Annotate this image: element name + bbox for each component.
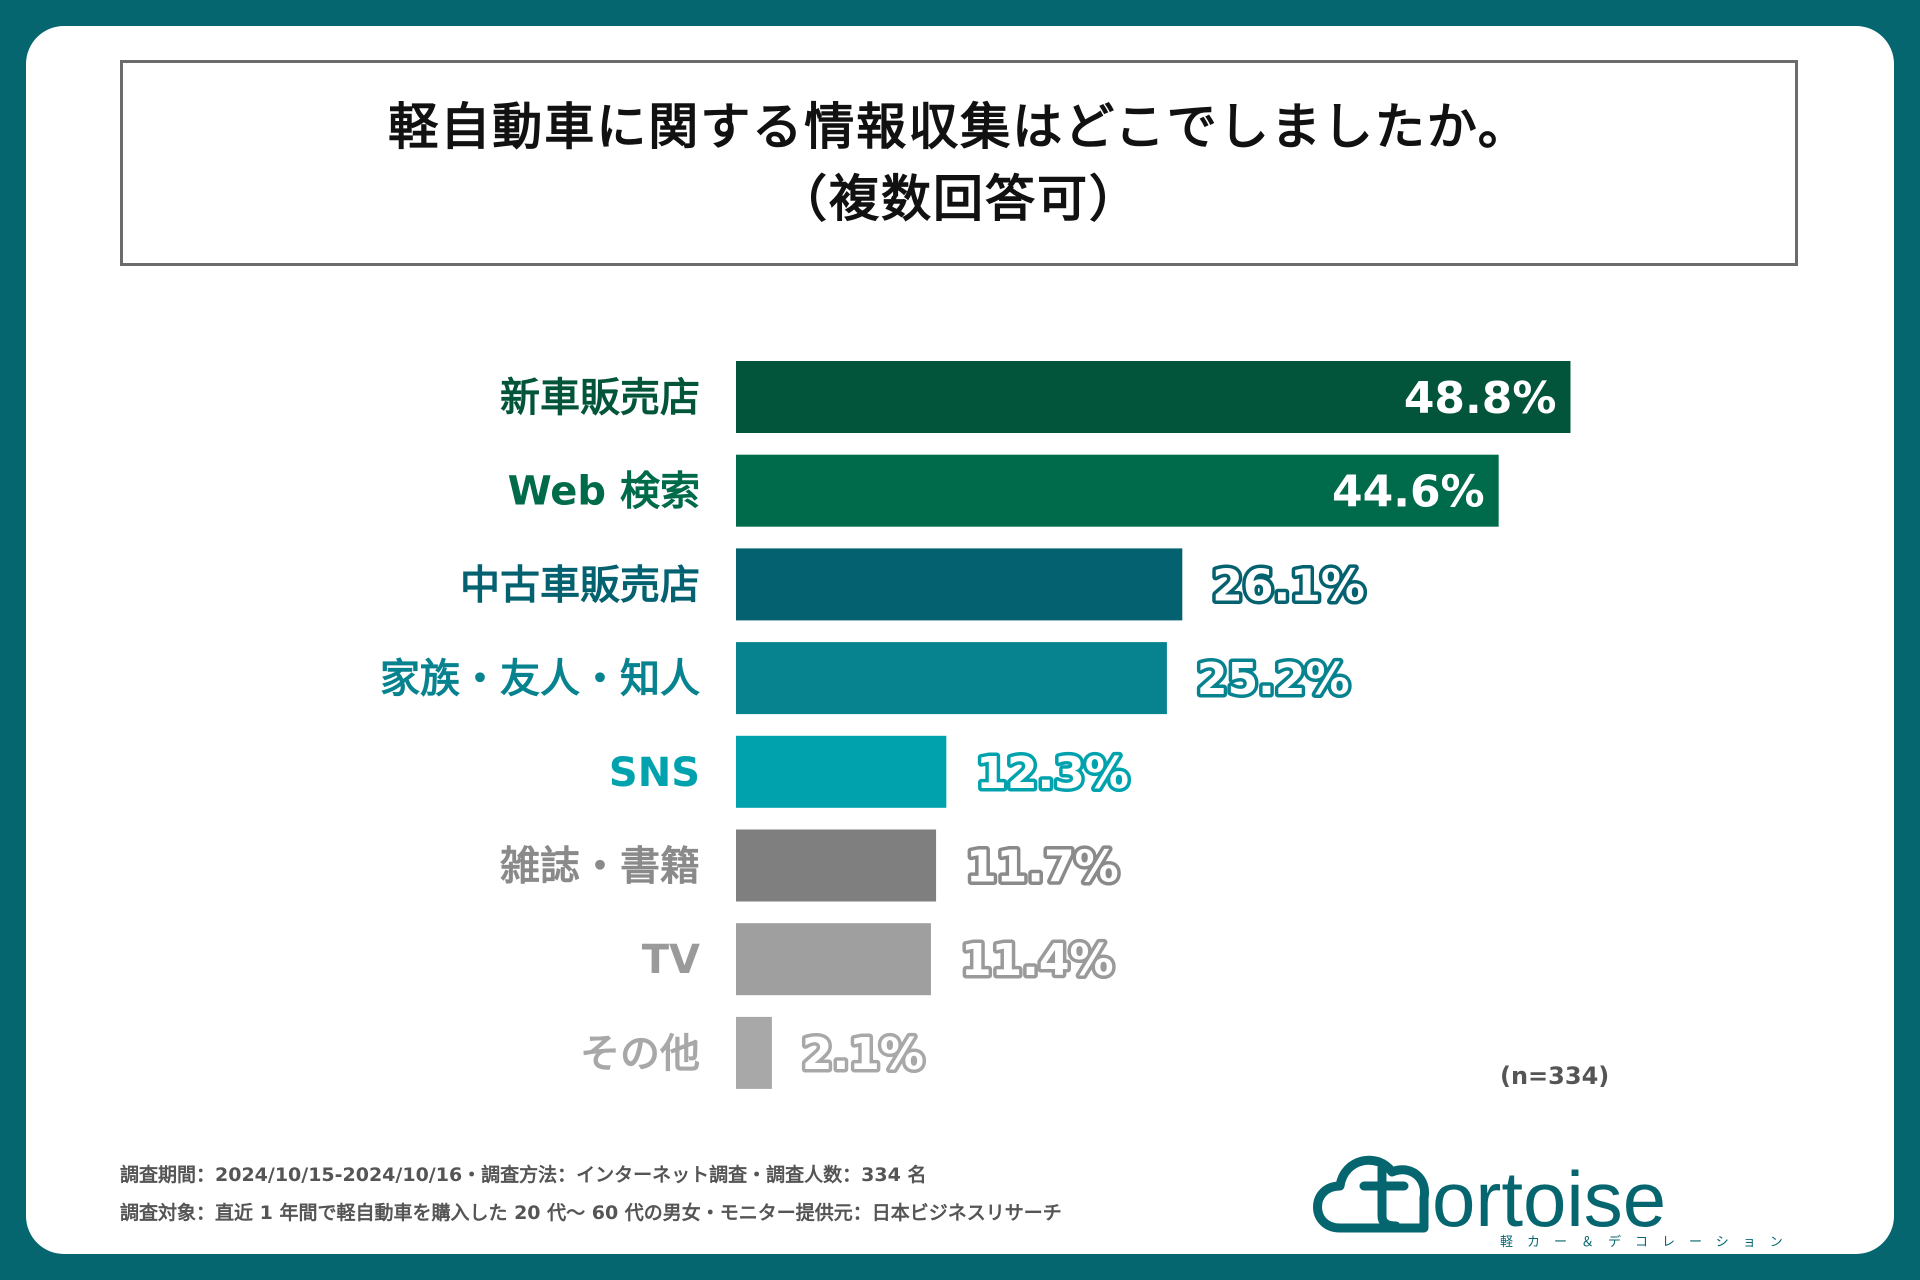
- value-label: 25.2%: [1197, 654, 1350, 705]
- value-label: 12.3%: [976, 748, 1129, 799]
- category-label: Web 検索: [508, 469, 700, 515]
- category-label: その他: [580, 1031, 700, 1077]
- footer-survey-target: 調査対象：直近 1 年間で軽自動車を購入した 20 代～ 60 代の男女・モニタ…: [120, 1202, 1062, 1224]
- value-label: 11.7%: [966, 842, 1119, 893]
- bar: [736, 923, 931, 996]
- bar: [736, 642, 1167, 715]
- logo-wordmark: ortoise: [1432, 1155, 1666, 1243]
- value-label: 11.4%: [961, 935, 1114, 986]
- chart-title: 軽自動車に関する情報収集はどこでしましたか。: [388, 98, 1530, 156]
- bar: [736, 735, 947, 808]
- bar: [736, 361, 1571, 433]
- category-label: 家族・友人・知人: [380, 656, 700, 702]
- value-label: 26.1%: [1212, 560, 1365, 611]
- category-label: 中古車販売店: [460, 562, 700, 608]
- category-label: SNS: [609, 750, 700, 796]
- bar: [736, 454, 1499, 527]
- category-label: 新車販売店: [500, 375, 700, 421]
- sample-size-note: (n=334): [1500, 1062, 1610, 1090]
- title-box: 軽自動車に関する情報収集はどこでしましたか。 （複数回答可）: [120, 60, 1798, 266]
- tortoise-logo: ortoise 軽カー＆デコレーション: [1313, 1155, 1797, 1248]
- category-label: 雑誌・書籍: [499, 844, 700, 890]
- value-label: 44.6%: [1332, 467, 1485, 518]
- bar: [736, 548, 1183, 621]
- value-label: 2.1%: [802, 1029, 924, 1080]
- footer-survey-period: 調査期間：2024/10/15-2024/10/16・調査方法：インターネット調…: [120, 1164, 927, 1186]
- logo-subtitle: 軽カー＆デコレーション: [1500, 1234, 1797, 1248]
- value-label: 48.8%: [1404, 373, 1557, 424]
- logo-mark-icon: [1313, 1155, 1430, 1233]
- category-label: TV: [642, 937, 700, 983]
- bar: [736, 829, 937, 902]
- chart-subtitle: （複数回答可）: [777, 170, 1141, 228]
- bar: [736, 1016, 772, 1089]
- card-background: [26, 26, 1894, 1254]
